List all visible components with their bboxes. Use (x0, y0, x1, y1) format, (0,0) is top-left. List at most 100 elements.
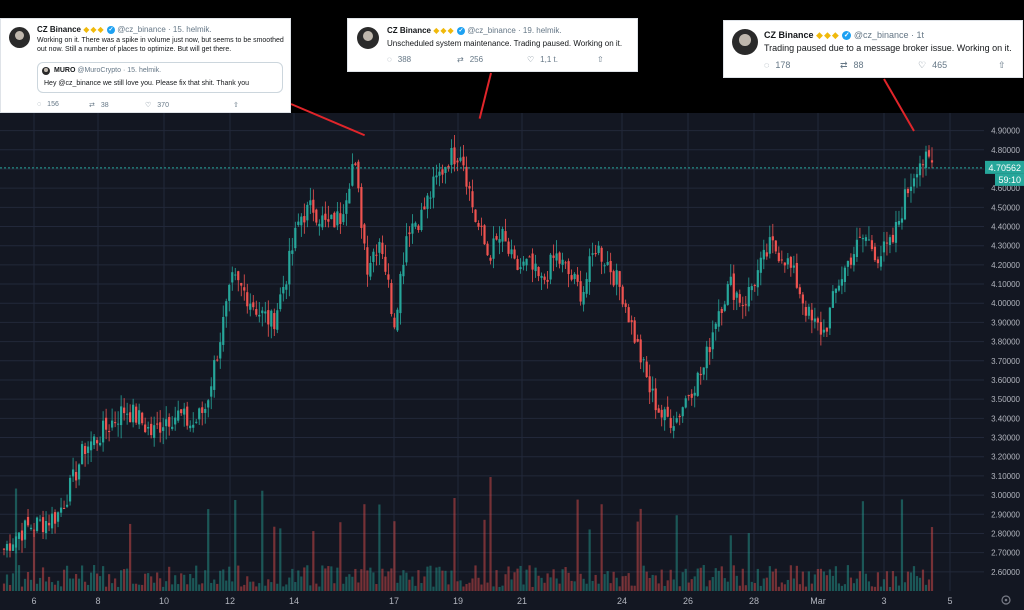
retweet-button[interactable]: ⇄ 88 (840, 60, 864, 71)
like-button[interactable]: ♡ 465 (918, 60, 947, 71)
candle (507, 237, 510, 257)
volume-bar (408, 579, 411, 591)
volume-bar (384, 576, 387, 591)
quoted-tweet[interactable]: MURO @MuroCrypto · 15. helmik. Hey @cz_b… (37, 62, 283, 93)
retweet-button[interactable]: ⇄ 256 (457, 55, 483, 64)
avatar[interactable] (357, 27, 379, 49)
volume-bar (894, 576, 898, 591)
candle (282, 275, 285, 302)
author-name[interactable]: CZ Binance (37, 25, 82, 34)
avatar[interactable] (42, 67, 50, 75)
volume-bar (627, 573, 630, 591)
volume-bar (756, 568, 759, 591)
price-tick-label: 3.10000 (991, 472, 1020, 481)
volume-bar (351, 576, 354, 591)
price-tick-label: 3.90000 (991, 318, 1020, 327)
volume-bar (147, 573, 150, 591)
reply-button[interactable]: ◌ 388 (387, 55, 411, 64)
quote-author-name[interactable]: MURO (54, 67, 76, 74)
candle (47, 514, 51, 532)
volume-bar (492, 586, 495, 591)
candle (41, 510, 45, 539)
candle (228, 283, 231, 312)
reply-button[interactable]: ◌ 178 (764, 60, 790, 70)
volume-bars (2, 477, 934, 591)
candle (858, 227, 862, 238)
candle (681, 406, 684, 423)
candle (903, 178, 907, 221)
tweet-time[interactable]: 1t (916, 30, 925, 40)
author-handle[interactable]: @cz_binance (117, 25, 166, 34)
candle (717, 299, 720, 332)
share-button[interactable]: ⇧ (998, 60, 1012, 71)
quote-author-handle[interactable]: @MuroCrypto (77, 67, 122, 74)
reply-button[interactable]: ◌ 156 (37, 101, 59, 108)
volume-bar (858, 571, 862, 591)
volume-bar (381, 568, 384, 591)
candle (381, 235, 384, 259)
tweet-card[interactable]: CZ Binance ◆◆◆ ✓ @cz_binance · 15. helmi… (0, 18, 291, 113)
volume-bar (795, 565, 798, 591)
author-handle[interactable]: @cz_binance (467, 26, 516, 35)
candle (789, 255, 792, 277)
quote-time[interactable]: 15. helmik. (127, 67, 162, 74)
candle (240, 282, 243, 297)
like-button[interactable]: ♡ 370 (145, 101, 169, 109)
avatar[interactable] (9, 27, 30, 48)
volume-bar (618, 586, 621, 591)
volume-bar (486, 582, 489, 591)
tweet-time[interactable]: 19. helmik. (522, 26, 562, 35)
author-name[interactable]: CZ Binance (387, 26, 432, 35)
volume-bar (423, 576, 426, 591)
volume-bar (666, 580, 669, 591)
share-button[interactable]: ⇧ (233, 101, 245, 109)
volume-bar (86, 584, 90, 591)
candle (378, 238, 381, 266)
price-tick-label: 4.30000 (991, 242, 1020, 251)
candle (798, 284, 801, 299)
volume-bar (783, 584, 786, 591)
volume-bar (849, 577, 853, 591)
volume-bar (678, 586, 681, 591)
volume-bar (261, 490, 264, 591)
author-name[interactable]: CZ Binance (764, 30, 814, 40)
candle (99, 436, 102, 447)
volume-bar (525, 569, 528, 591)
candle (201, 401, 204, 426)
tweet-time[interactable]: 15. helmik. (172, 25, 212, 34)
candle (96, 437, 99, 451)
tweet-card[interactable]: CZ Binance ◆◆◆ ✓ @cz_binance · 1t Tradin… (723, 20, 1023, 78)
candle (651, 376, 654, 403)
candle (864, 234, 868, 247)
candle (186, 401, 189, 430)
time-axis: 6 8 10 12 14 17 19 21 24 26 28 Mar 3 5 (31, 596, 952, 606)
candle (531, 248, 534, 283)
volume-bar (11, 573, 15, 591)
volume-bar (504, 574, 507, 591)
price-chart[interactable]: 4.900004.800004.700004.600004.500004.400… (0, 113, 1024, 610)
candle (468, 181, 471, 201)
retweet-button[interactable]: ⇄ 38 (89, 101, 109, 109)
tweet-card[interactable]: CZ Binance ◆◆◆ ✓ @cz_binance · 19. helmi… (347, 18, 638, 72)
volume-bar (702, 565, 705, 591)
candle (561, 252, 564, 273)
price-tick-label: 2.80000 (991, 529, 1020, 538)
volume-bar (59, 586, 63, 591)
candle (768, 225, 771, 259)
like-button[interactable]: ♡ 1,1 t. (527, 55, 558, 64)
candle (576, 267, 579, 287)
candle (690, 389, 693, 406)
candle (666, 396, 669, 418)
author-handle[interactable]: @cz_binance (853, 30, 909, 40)
share-button[interactable]: ⇧ (597, 55, 610, 64)
candle (387, 263, 390, 288)
candle (528, 255, 531, 258)
chart-settings-icon[interactable] (1001, 595, 1011, 605)
volume-bar (576, 499, 579, 591)
candle (714, 322, 717, 341)
volume-bar (375, 584, 378, 591)
candlestick-chart[interactable]: 4.900004.800004.700004.600004.500004.400… (0, 113, 1024, 610)
avatar[interactable] (732, 29, 758, 55)
candle (123, 398, 126, 421)
volume-bar (240, 586, 243, 591)
